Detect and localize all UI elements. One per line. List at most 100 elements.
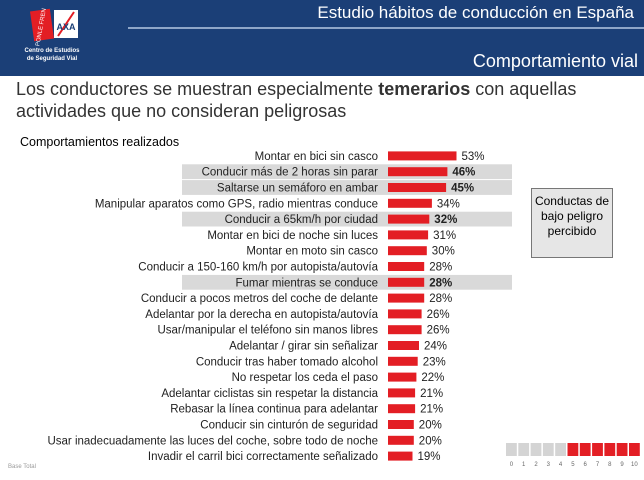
- scale-cell: [530, 443, 542, 456]
- header-banner: PONLE FRENO AXA Centro de Estudios de Se…: [0, 0, 644, 76]
- bar: [388, 325, 422, 335]
- value-label: 24%: [424, 341, 447, 353]
- category-label: Conducir sin cinturón de seguridad: [200, 420, 378, 432]
- bar: [388, 404, 416, 414]
- scale-number: 1: [522, 462, 526, 468]
- scale-cell: [506, 443, 517, 456]
- category-label: Conducir más de 2 horas sin parar: [202, 167, 379, 179]
- bar: [388, 183, 447, 192]
- category-label: Adelantar / girar sin señalizar: [229, 341, 378, 353]
- footer-base: Base Total: [8, 464, 36, 470]
- value-label: 20%: [419, 420, 442, 432]
- value-label: 28%: [429, 293, 452, 305]
- intro-part2: con aquellas actividades que no consider…: [16, 79, 577, 121]
- row-highlight: [182, 274, 512, 290]
- value-label: 21%: [420, 388, 443, 400]
- ponle-freno-axa-logo: PONLE FRENO AXA Centro de Estudios de Se…: [8, 8, 124, 70]
- bar: [388, 341, 419, 350]
- bar: [388, 293, 425, 303]
- value-label: 32%: [434, 214, 457, 226]
- scale-number: 3: [547, 462, 551, 468]
- category-label: Invadir el carril bici correctamente señ…: [148, 451, 378, 463]
- scale-number: 0: [510, 462, 514, 468]
- scale-number: 5: [571, 462, 575, 468]
- category-label: Montar en bici sin casco: [255, 151, 378, 163]
- bar: [388, 372, 417, 382]
- value-label: 19%: [418, 451, 441, 463]
- category-label: Adelantar ciclistas sin respetar la dist…: [161, 388, 378, 400]
- category-label: Fumar mientras se conduce: [235, 277, 378, 289]
- scale-number: 4: [559, 462, 563, 468]
- category-label: Montar en moto sin casco: [246, 246, 378, 258]
- svg-text:AXA: AXA: [56, 22, 76, 32]
- category-label: No respetar los ceda el paso: [232, 372, 378, 384]
- value-label: 28%: [429, 262, 452, 274]
- scale-cell: [555, 443, 566, 456]
- svg-text:Centro de Estudios: Centro de Estudios: [24, 48, 80, 54]
- intro-bold: temerarios: [378, 79, 471, 99]
- category-label: Conducir a pocos metros del coche de del…: [141, 293, 378, 305]
- bar: [388, 388, 416, 398]
- value-label: 46%: [452, 167, 475, 179]
- intro-text: Los conductores se muestran especialment…: [16, 78, 636, 122]
- header-subtitle: Comportamiento vial: [472, 51, 638, 71]
- bar: [388, 246, 427, 256]
- value-label: 28%: [429, 277, 452, 289]
- bar: [388, 309, 422, 319]
- category-label: Usar/manipular el teléfono sin manos lib…: [157, 325, 378, 337]
- scale-number: 9: [620, 462, 624, 468]
- bar: [388, 262, 425, 271]
- category-label: Conducir tras haber tomado alcohol: [196, 356, 378, 368]
- value-label: 26%: [427, 309, 450, 321]
- value-label: 53%: [462, 151, 485, 163]
- bar: [388, 277, 425, 287]
- svg-text:de Seguridad Vial: de Seguridad Vial: [27, 56, 78, 62]
- value-label: 20%: [419, 435, 442, 447]
- bar: [388, 420, 414, 429]
- bar: [388, 167, 448, 177]
- value-label: 31%: [433, 230, 456, 242]
- value-label: 21%: [420, 404, 443, 416]
- bar: [388, 230, 429, 240]
- category-label: Manipular aparatos como GPS, radio mient…: [95, 198, 378, 210]
- category-label: Rebasar la línea continua para adelantar: [170, 404, 378, 416]
- scale-number: 6: [584, 462, 588, 468]
- category-label: Adelantar por la derecha en autopista/au…: [145, 309, 378, 321]
- bar: [388, 435, 414, 445]
- bar: [388, 356, 418, 366]
- value-label: 34%: [437, 198, 460, 210]
- scale-number: 10: [631, 462, 638, 468]
- scale-number: 8: [608, 462, 612, 468]
- value-label: 45%: [451, 183, 474, 195]
- category-label: Conducir a 150-160 km/h por autopista/au…: [138, 262, 378, 274]
- scale-cell: [592, 443, 603, 456]
- scale-cell: [518, 443, 530, 456]
- category-label: Saltarse un semáforo en ambar: [217, 183, 378, 195]
- legend-box: Conductas de bajo peligro percibido: [531, 188, 613, 258]
- row-highlight: [182, 211, 512, 227]
- scale-number: 7: [596, 462, 600, 468]
- section-label: Comportamientos realizados: [20, 135, 180, 149]
- header-divider: [128, 27, 644, 29]
- bar: [388, 214, 430, 224]
- value-label: 23%: [423, 356, 446, 368]
- bar: [388, 198, 432, 208]
- value-label: 26%: [427, 325, 450, 337]
- scale-cell: [616, 443, 628, 456]
- category-label: Montar en bici de noche sin luces: [207, 230, 378, 242]
- scale-cell: [604, 443, 616, 456]
- value-label: 22%: [421, 372, 444, 384]
- category-label: Usar inadecuadamente las luces del coche…: [47, 435, 378, 447]
- value-label: 30%: [432, 246, 455, 258]
- scale-cell: [579, 443, 591, 456]
- scale-cell: [629, 443, 640, 456]
- intro-part1: Los conductores se muestran especialment…: [16, 79, 379, 99]
- category-label: Conducir a 65km/h por ciudad: [225, 214, 378, 226]
- scale-cell: [567, 443, 579, 456]
- bar: [388, 451, 413, 461]
- bar: [388, 151, 457, 161]
- scale-number: 2: [534, 462, 538, 468]
- scale-cell: [542, 443, 554, 456]
- header-title: Estudio hábitos de conducción en España: [317, 3, 634, 22]
